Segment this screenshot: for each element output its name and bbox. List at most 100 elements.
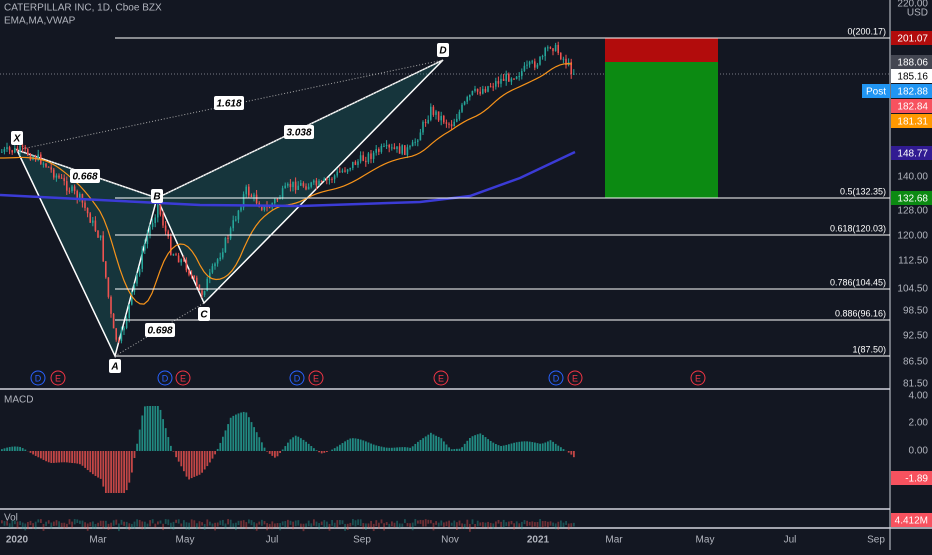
candle bbox=[401, 145, 403, 154]
vol-bar bbox=[113, 520, 115, 525]
macd-bar bbox=[448, 447, 450, 451]
vol-bar bbox=[199, 521, 201, 528]
candle bbox=[316, 181, 318, 186]
candle bbox=[459, 112, 461, 119]
price-label: 112.50 bbox=[898, 256, 928, 267]
vol-bar bbox=[222, 520, 224, 526]
candle bbox=[97, 231, 99, 238]
candle bbox=[43, 164, 45, 165]
macd-bar bbox=[357, 439, 359, 451]
vol-bar bbox=[469, 524, 471, 532]
candle bbox=[11, 150, 13, 152]
macd-bar bbox=[503, 446, 505, 451]
macd-bar bbox=[388, 448, 390, 451]
vol-bar bbox=[287, 520, 289, 528]
candle bbox=[183, 259, 185, 260]
macd-bar bbox=[201, 451, 203, 473]
candle bbox=[225, 238, 227, 252]
vol-bar bbox=[349, 523, 351, 527]
vol-bar bbox=[456, 522, 458, 530]
macd-bar bbox=[191, 451, 193, 478]
macd-bar bbox=[243, 412, 245, 451]
candle bbox=[404, 145, 406, 155]
candle bbox=[485, 89, 487, 92]
candle bbox=[347, 169, 349, 171]
macd-bar bbox=[256, 432, 258, 451]
candle bbox=[173, 254, 175, 255]
candle bbox=[310, 182, 312, 186]
candle bbox=[557, 45, 559, 53]
macd-bar bbox=[95, 451, 97, 476]
candle bbox=[95, 221, 97, 231]
candle bbox=[334, 175, 336, 179]
macd-bar bbox=[245, 412, 247, 451]
candle bbox=[123, 328, 125, 330]
vol-bar bbox=[394, 523, 396, 528]
price-label: 98.50 bbox=[903, 306, 928, 317]
vol-bar bbox=[547, 522, 549, 528]
fib-label: 0.786(104.45) bbox=[830, 277, 886, 287]
candle bbox=[560, 53, 562, 59]
stop-zone bbox=[605, 38, 718, 62]
candle bbox=[141, 251, 143, 269]
vol-bar bbox=[336, 520, 338, 528]
macd-bar bbox=[544, 443, 546, 451]
candle bbox=[74, 186, 76, 191]
macd-bar bbox=[425, 436, 427, 451]
macd-bar bbox=[505, 445, 507, 451]
candle bbox=[352, 162, 354, 168]
macd-bar bbox=[212, 451, 214, 459]
candle bbox=[27, 149, 29, 155]
macd-bar bbox=[474, 435, 476, 451]
event-label: E bbox=[180, 373, 186, 383]
vol-bar bbox=[438, 523, 440, 527]
macd-bar bbox=[251, 422, 253, 451]
macd-bar bbox=[563, 449, 565, 451]
macd-bar bbox=[466, 441, 468, 451]
fib-label: 0.5(132.35) bbox=[840, 186, 886, 196]
vol-bar bbox=[227, 519, 229, 524]
candle bbox=[269, 207, 271, 208]
candle bbox=[152, 223, 154, 227]
vol-bar bbox=[76, 519, 78, 523]
macd-bar bbox=[147, 406, 149, 451]
target-zone bbox=[605, 62, 718, 198]
macd-bar bbox=[58, 451, 60, 463]
macd-bar bbox=[479, 433, 481, 451]
candle bbox=[386, 145, 388, 146]
vol-bar bbox=[555, 523, 557, 529]
vol-bar bbox=[204, 524, 206, 530]
vol-bar bbox=[56, 520, 58, 525]
vol-bar bbox=[383, 523, 385, 530]
vol-bar bbox=[219, 521, 221, 525]
candle bbox=[399, 146, 401, 153]
price-label: 81.50 bbox=[903, 379, 928, 390]
vol-bar bbox=[240, 521, 242, 528]
vol-bar bbox=[43, 524, 45, 531]
time-label: Jul bbox=[266, 535, 279, 546]
macd-bar bbox=[498, 445, 500, 451]
macd-bar bbox=[40, 451, 42, 458]
candle bbox=[235, 220, 237, 221]
candle bbox=[513, 79, 515, 80]
macd-bar bbox=[37, 451, 39, 457]
vol-bar bbox=[344, 524, 346, 531]
candle bbox=[433, 107, 435, 115]
candle bbox=[61, 178, 63, 179]
macd-bar bbox=[318, 451, 320, 452]
candle bbox=[19, 146, 21, 151]
macd-bar bbox=[378, 446, 380, 451]
vol-bar bbox=[326, 522, 328, 529]
vol-bar bbox=[238, 521, 240, 525]
vol-bar bbox=[162, 524, 164, 530]
macd-bar bbox=[136, 444, 138, 451]
vol-bar bbox=[412, 523, 414, 531]
macd-bar bbox=[373, 445, 375, 451]
vol-bar bbox=[357, 519, 359, 525]
vol-bar bbox=[329, 524, 331, 531]
vol-bar bbox=[139, 520, 141, 527]
macd-bar bbox=[308, 444, 310, 451]
vol-bar bbox=[381, 519, 383, 523]
vol-bar bbox=[451, 523, 453, 526]
macd-bar bbox=[326, 451, 328, 452]
